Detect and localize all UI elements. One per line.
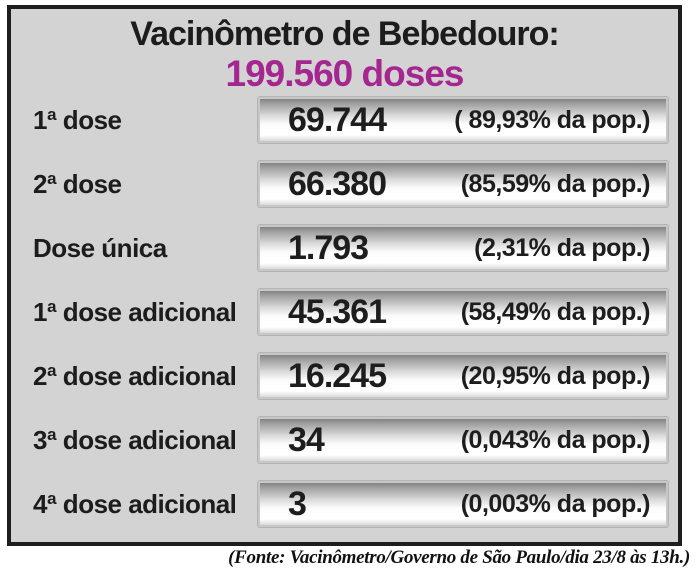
value-box: 3 (0,003% da pop.) xyxy=(258,481,668,527)
dose-count: 16.245 xyxy=(288,356,387,395)
dose-label: 3ª dose adicional xyxy=(33,424,237,455)
table-row: Dose única 1.793 (2,31% da pop.) xyxy=(22,225,668,271)
value-box: 1.793 (2,31% da pop.) xyxy=(258,225,668,271)
dose-percentage: (58,49% da pop.) xyxy=(460,297,651,326)
dose-label: 2ª dose adicional xyxy=(33,360,237,391)
dose-rows: 1ª dose 69.744 ( 89,93% da pop.) 2ª dose… xyxy=(11,97,678,545)
dose-label: 4ª dose adicional xyxy=(33,488,237,519)
dose-count: 69.744 xyxy=(288,100,387,139)
value-box: 34 (0,043% da pop.) xyxy=(258,417,668,463)
table-row: 1ª dose adicional 45.361 (58,49% da pop.… xyxy=(22,289,668,335)
dose-label: 1ª dose adicional xyxy=(33,296,237,327)
table-row: 1ª dose 69.744 ( 89,93% da pop.) xyxy=(22,97,668,143)
dose-label: Dose única xyxy=(33,232,167,263)
dose-count: 3 xyxy=(288,484,307,523)
table-row: 2ª dose adicional 16.245 (20,95% da pop.… xyxy=(22,353,668,399)
value-box: 45.361 (58,49% da pop.) xyxy=(258,289,668,335)
dose-percentage: (2,31% da pop.) xyxy=(474,233,650,262)
source-credit: (Fonte: Vacinômetro/Governo de São Paulo… xyxy=(228,547,690,568)
total-doses-subtitle: 199.560 doses xyxy=(225,53,465,94)
dose-percentage: (85,59% da pop.) xyxy=(460,169,651,198)
dose-count: 66.380 xyxy=(288,164,387,203)
dose-count: 34 xyxy=(288,420,325,459)
value-box: 16.245 (20,95% da pop.) xyxy=(258,353,668,399)
value-box: 69.744 ( 89,93% da pop.) xyxy=(258,97,668,143)
dose-count: 1.793 xyxy=(288,228,369,267)
dose-percentage: (0,043% da pop.) xyxy=(460,425,651,454)
dose-count: 45.361 xyxy=(288,292,387,331)
vacinometro-panel: Vacinômetro de Bebedouro: 199.560 doses … xyxy=(7,5,682,546)
dose-percentage: ( 89,93% da pop.) xyxy=(454,105,650,134)
dose-percentage: (0,003% da pop.) xyxy=(460,489,651,518)
dose-label: 2ª dose xyxy=(33,168,122,199)
dose-label: 1ª dose xyxy=(33,104,122,135)
panel-title: Vacinômetro de Bebedouro: xyxy=(130,15,559,53)
value-box: 66.380 (85,59% da pop.) xyxy=(258,161,668,207)
table-row: 2ª dose 66.380 (85,59% da pop.) xyxy=(22,161,668,207)
table-row: 4ª dose adicional 3 (0,003% da pop.) xyxy=(22,481,668,527)
dose-percentage: (20,95% da pop.) xyxy=(460,361,651,390)
table-row: 3ª dose adicional 34 (0,043% da pop.) xyxy=(22,417,668,463)
